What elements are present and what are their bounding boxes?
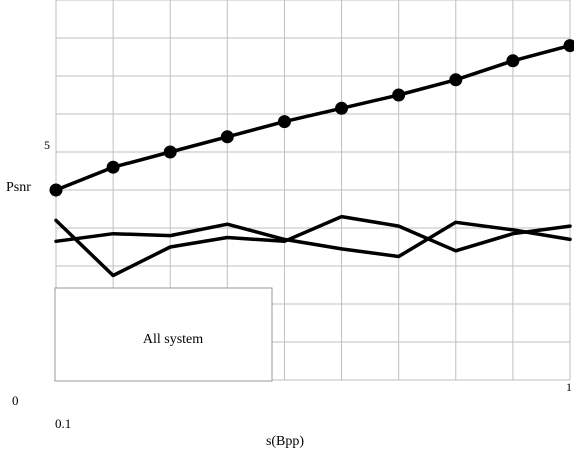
series-line-1: [54, 43, 572, 192]
y-tick-label-mark: 5: [44, 138, 50, 152]
series-line-3: [54, 220, 572, 259]
y-axis-label: Psnr: [6, 180, 31, 195]
legend: All system: [54, 287, 273, 382]
legend-text: All system: [143, 332, 203, 347]
origin-tick-label: 0: [12, 393, 19, 408]
x-tick-label-end: 1: [566, 380, 572, 394]
legend-box: [54, 287, 273, 382]
x-axis-label: s(Bpp): [266, 434, 304, 449]
series-1-point: [335, 101, 349, 115]
series-1-point: [392, 88, 406, 102]
series-1-point: [449, 73, 463, 87]
series-1-point: [49, 183, 63, 197]
series-1-point: [220, 130, 234, 144]
series-1-point: [277, 115, 291, 129]
x-tick-label-start: 0.1: [55, 416, 71, 431]
series-layer: [49, 39, 574, 278]
series-1-point: [506, 54, 520, 68]
series-1-point: [563, 39, 574, 53]
series-line-2: [54, 214, 572, 278]
series-1-point: [106, 160, 120, 174]
series-1-point: [163, 145, 177, 159]
